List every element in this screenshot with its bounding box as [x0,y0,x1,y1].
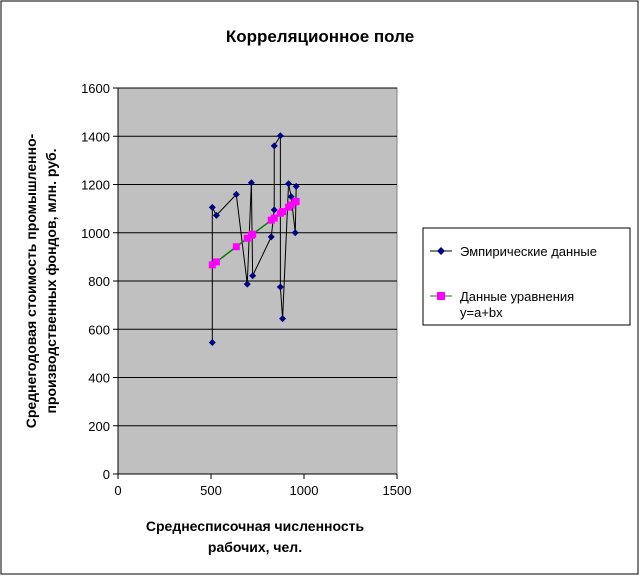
legend: Эмпирические данные Данные уравнения y=a… [422,227,631,326]
data-point [232,190,240,198]
fitted-point [287,201,295,209]
fitted-point [212,258,220,266]
data-point [276,132,284,140]
x-axis-label-line2: рабочих, чел. [208,539,302,555]
legend-label-empirical: Эмпирические данные [460,244,597,259]
legend-label-equation-2: y=a+bx [460,305,503,320]
data-point [292,182,300,190]
x-tick-label: 1000 [290,483,319,498]
x-axis-label-line1: Среднесписочная численность [146,518,365,534]
data-point [249,272,257,280]
fitted-point [243,234,251,242]
data-point [270,206,278,214]
y-axis-label-line1: Среднегодовая стоимость промышленно- [23,133,39,428]
data-point [285,180,293,188]
fitted-point [279,208,287,216]
y-axis-label-line2: производственных фондов, млн. руб. [43,148,59,413]
data-point [279,315,287,323]
data-point [212,211,220,219]
data-point [267,233,275,241]
y-tick-label: 800 [88,274,110,289]
y-tick-label: 200 [88,419,110,434]
fitted-point [208,261,216,269]
y-tick-label: 1600 [81,81,110,96]
fitted-point [292,197,300,205]
fitted-point [232,243,240,251]
x-tick-label: 1500 [383,483,412,498]
y-tick-label: 0 [103,467,110,482]
fitted-point [270,214,278,222]
legend-label-equation-1: Данные уравнения [460,289,574,304]
y-tick-label: 1400 [81,129,110,144]
legend-marker-square-icon [437,292,445,300]
fitted-point [249,230,257,238]
data-point [270,142,278,150]
y-tick-label: 1000 [81,226,110,241]
data-point [291,229,299,237]
chart-title: Корреляционное поле [226,27,414,46]
data-point [276,283,284,291]
y-tick-label: 600 [88,322,110,337]
data-point [247,179,255,187]
legend-marker-diamond-icon [437,247,445,255]
x-tick-label: 500 [200,483,222,498]
y-tick-label: 1200 [81,178,110,193]
data-point [208,203,216,211]
data-point [243,280,251,288]
data-point [208,339,216,347]
y-tick-label: 400 [88,371,110,386]
x-tick-label: 0 [114,483,121,498]
